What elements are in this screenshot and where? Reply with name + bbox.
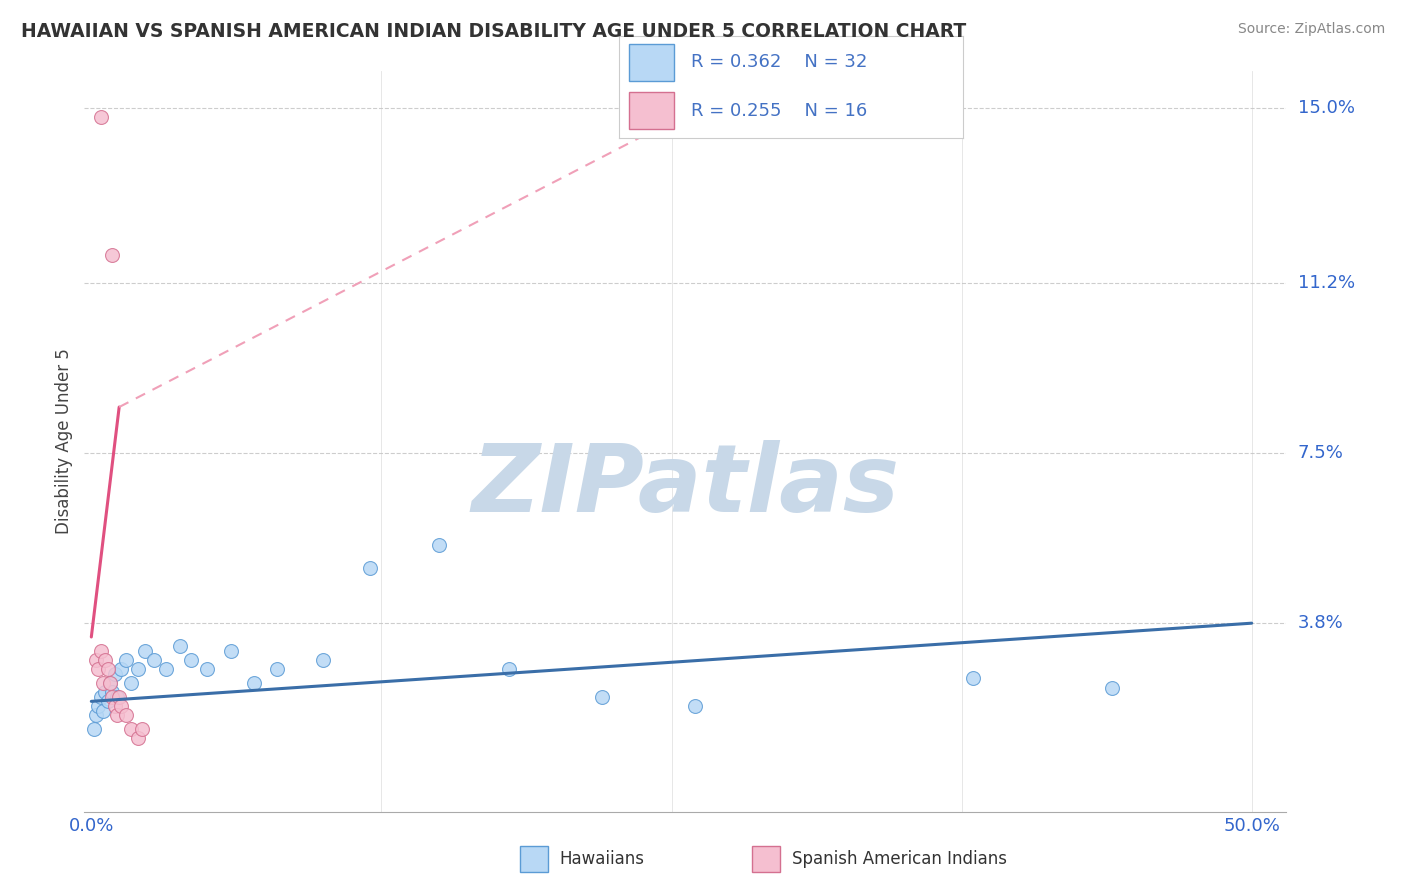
FancyBboxPatch shape	[628, 44, 673, 81]
Point	[312, 653, 335, 667]
Text: R = 0.362    N = 32: R = 0.362 N = 32	[690, 54, 868, 71]
Point	[195, 662, 218, 676]
Point	[94, 685, 117, 699]
Point	[127, 662, 149, 676]
Point	[84, 708, 107, 723]
Point	[91, 704, 114, 718]
Text: 3.8%: 3.8%	[1298, 615, 1343, 632]
Point	[115, 653, 138, 667]
Point	[1101, 681, 1123, 695]
Text: HAWAIIAN VS SPANISH AMERICAN INDIAN DISABILITY AGE UNDER 5 CORRELATION CHART: HAWAIIAN VS SPANISH AMERICAN INDIAN DISA…	[21, 22, 966, 41]
Point	[83, 722, 105, 736]
Point	[90, 644, 112, 658]
Point	[591, 690, 613, 704]
Point	[134, 644, 156, 658]
Y-axis label: Disability Age Under 5: Disability Age Under 5	[55, 349, 73, 534]
Point	[87, 662, 110, 676]
Point	[266, 662, 288, 676]
Point	[115, 708, 138, 723]
Point	[429, 538, 451, 552]
Point	[120, 722, 142, 736]
Point	[242, 676, 264, 690]
Point	[169, 639, 191, 653]
Point	[120, 676, 142, 690]
Text: R = 0.255    N = 16: R = 0.255 N = 16	[690, 102, 868, 120]
Point	[180, 653, 202, 667]
Point	[101, 690, 124, 704]
Point	[84, 653, 107, 667]
Point	[90, 111, 112, 125]
Point	[98, 676, 121, 690]
Point	[219, 644, 242, 658]
Point	[962, 671, 984, 685]
Text: Spanish American Indians: Spanish American Indians	[792, 850, 1007, 868]
Point	[98, 676, 121, 690]
Text: 7.5%: 7.5%	[1298, 444, 1344, 462]
Text: Source: ZipAtlas.com: Source: ZipAtlas.com	[1237, 22, 1385, 37]
Point	[103, 666, 125, 681]
Point	[110, 698, 132, 713]
Point	[97, 662, 120, 676]
FancyBboxPatch shape	[628, 92, 673, 129]
Text: ZIPatlas: ZIPatlas	[471, 440, 900, 532]
Point	[97, 694, 120, 708]
Point	[110, 662, 132, 676]
Point	[94, 653, 117, 667]
Point	[87, 698, 110, 713]
Point	[127, 731, 149, 746]
Point	[103, 698, 125, 713]
Point	[155, 662, 177, 676]
Point	[90, 690, 112, 704]
Point	[143, 653, 166, 667]
Text: 15.0%: 15.0%	[1298, 99, 1354, 117]
Point	[101, 685, 124, 699]
Text: 11.2%: 11.2%	[1298, 274, 1355, 292]
Point	[108, 690, 131, 704]
Text: Hawaiians: Hawaiians	[560, 850, 644, 868]
Point	[105, 708, 128, 723]
Point	[101, 248, 124, 262]
Point	[498, 662, 520, 676]
Point	[91, 676, 114, 690]
Point	[683, 698, 706, 713]
Point	[131, 722, 153, 736]
Point	[105, 690, 128, 704]
Point	[359, 561, 381, 575]
